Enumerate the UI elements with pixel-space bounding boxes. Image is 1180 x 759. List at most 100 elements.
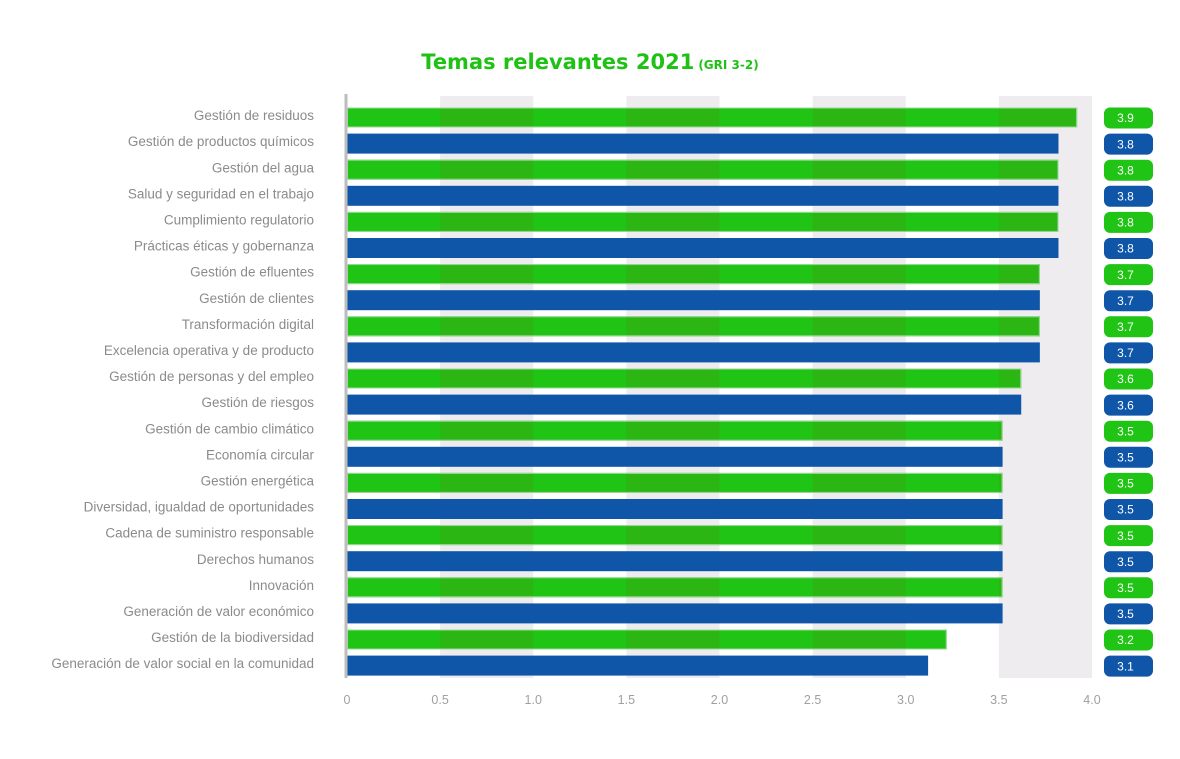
bar-band-overlay bbox=[998, 525, 1003, 546]
value-label: 3.5 bbox=[1117, 503, 1134, 517]
bar-band-overlay bbox=[626, 472, 720, 493]
bar bbox=[347, 264, 1040, 285]
bar bbox=[347, 342, 1040, 363]
category-label: Gestión del agua bbox=[212, 160, 315, 175]
bar-band-overlay bbox=[626, 368, 720, 389]
value-badge bbox=[1104, 603, 1153, 625]
value-badge bbox=[1104, 368, 1153, 390]
bar-band-overlay bbox=[626, 211, 720, 232]
bar-band-overlay bbox=[626, 420, 720, 441]
value-badge bbox=[1104, 264, 1153, 286]
category-label: Gestión de efluentes bbox=[190, 265, 314, 280]
x-tick-label: 0.5 bbox=[431, 693, 448, 707]
bar-band-overlay bbox=[998, 420, 1003, 441]
bar bbox=[347, 316, 1040, 337]
value-badge bbox=[1104, 629, 1153, 651]
value-label: 3.7 bbox=[1117, 320, 1134, 334]
bar-band-overlay bbox=[998, 107, 1078, 128]
bar bbox=[347, 159, 1059, 180]
x-tick-label: 0 bbox=[344, 693, 351, 707]
bar-band-overlay bbox=[440, 525, 534, 546]
bar-band-overlay bbox=[998, 211, 1059, 232]
bar-band-overlay bbox=[440, 107, 534, 128]
bar bbox=[347, 107, 1078, 128]
value-badge bbox=[1104, 107, 1153, 129]
category-label: Derechos humanos bbox=[197, 552, 314, 567]
value-badge bbox=[1104, 316, 1153, 338]
value-badge bbox=[1104, 472, 1153, 494]
chart-title-main: Temas relevantes 2021 bbox=[421, 50, 695, 74]
x-tick-label: 3.5 bbox=[990, 693, 1007, 707]
bar-band-overlay bbox=[998, 159, 1059, 180]
bar-band-overlay bbox=[998, 472, 1003, 493]
value-label: 3.7 bbox=[1117, 268, 1134, 282]
value-label: 3.5 bbox=[1117, 450, 1134, 464]
value-label: 3.9 bbox=[1117, 111, 1134, 125]
bar-band-overlay bbox=[812, 629, 906, 650]
bar bbox=[347, 629, 947, 650]
bar-band-overlay bbox=[626, 629, 720, 650]
value-label: 3.7 bbox=[1117, 294, 1134, 308]
x-axis-ticks: 0 0.5 1.0 1.5 2.0 2.5 3.0 3.5 4.0 bbox=[344, 693, 1101, 707]
bar-band-overlay bbox=[440, 368, 534, 389]
category-labels: Gestión de residuos Gestión de productos … bbox=[51, 108, 314, 671]
bar-band-overlay bbox=[440, 264, 534, 285]
category-label: Gestión de riesgos bbox=[201, 395, 314, 410]
bar bbox=[347, 472, 1003, 493]
x-tick-label: 2.5 bbox=[804, 693, 821, 707]
value-badges: 3.9 3.8 3.8 3.8 3.8 3.8 3.7 3.7 3.7 3.7 3.6 3.6 3.5 3… bbox=[1104, 107, 1153, 677]
bar-band-overlay bbox=[812, 525, 906, 546]
value-label: 3.8 bbox=[1117, 189, 1134, 203]
bar bbox=[347, 551, 1003, 572]
category-label: Gestión de residuos bbox=[194, 108, 314, 123]
bar bbox=[347, 211, 1059, 232]
bar-band-overlay bbox=[998, 264, 1040, 285]
value-badge bbox=[1104, 394, 1153, 416]
value-badge bbox=[1104, 446, 1153, 468]
category-label: Gestión de productos químicos bbox=[128, 134, 314, 149]
bar-band-overlay bbox=[626, 264, 720, 285]
value-badge bbox=[1104, 420, 1153, 442]
value-label: 3.6 bbox=[1117, 398, 1134, 412]
value-label: 3.5 bbox=[1117, 529, 1134, 543]
bar-band-overlay bbox=[812, 420, 906, 441]
x-tick-label: 4.0 bbox=[1083, 693, 1100, 707]
category-label: Gestión energética bbox=[201, 473, 315, 488]
x-tick-label: 2.0 bbox=[711, 693, 728, 707]
bar bbox=[347, 185, 1059, 206]
bar-band-overlay bbox=[440, 629, 534, 650]
value-label: 3.8 bbox=[1117, 242, 1134, 256]
x-tick-label: 1.5 bbox=[618, 693, 635, 707]
bars bbox=[347, 107, 1078, 676]
category-label: Gestión de clientes bbox=[199, 291, 314, 306]
bar-band-overlay bbox=[998, 368, 1022, 389]
x-tick-label: 1.0 bbox=[525, 693, 542, 707]
value-badge bbox=[1104, 133, 1153, 155]
category-label: Transformación digital bbox=[182, 317, 314, 332]
bar-band-overlay bbox=[626, 316, 720, 337]
category-label: Generación de valor social en la comunid… bbox=[51, 656, 314, 671]
bar bbox=[347, 290, 1040, 311]
bar-band-overlay bbox=[626, 107, 720, 128]
bar-band-overlay bbox=[812, 368, 906, 389]
value-badge bbox=[1104, 290, 1153, 312]
value-label: 3.8 bbox=[1117, 137, 1134, 151]
chart-subtitle: (GRI 3-2) bbox=[698, 58, 759, 72]
value-badge bbox=[1104, 159, 1153, 181]
value-label: 3.5 bbox=[1117, 607, 1134, 621]
x-tick-label: 3.0 bbox=[897, 693, 914, 707]
bar-band-overlay bbox=[440, 159, 534, 180]
bar-band-overlay bbox=[812, 159, 906, 180]
bar bbox=[347, 577, 1003, 598]
category-label: Cadena de suministro responsable bbox=[105, 526, 314, 541]
bar-band-overlay bbox=[626, 525, 720, 546]
bar-band-overlay bbox=[626, 159, 720, 180]
value-label: 3.5 bbox=[1117, 477, 1134, 491]
category-label: Gestión de personas y del empleo bbox=[109, 369, 314, 384]
value-badge bbox=[1104, 577, 1153, 599]
category-label: Gestión de cambio climático bbox=[145, 421, 314, 436]
category-label: Salud y seguridad en el trabajo bbox=[128, 186, 314, 201]
bar bbox=[347, 603, 1003, 624]
bar bbox=[347, 133, 1059, 154]
